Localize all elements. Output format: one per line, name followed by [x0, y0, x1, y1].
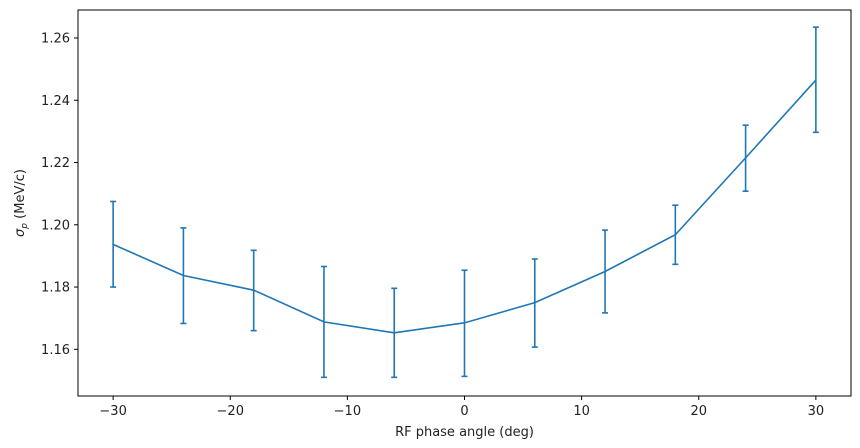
- x-tick-label: −30: [99, 404, 126, 419]
- x-axis: −30 −20 −10 0 10 20 30: [99, 396, 824, 419]
- plot-area: [77, 9, 852, 397]
- x-tick-label: −10: [334, 404, 361, 419]
- x-tick-label: 0: [460, 404, 468, 419]
- y-axis-label-unit: (MeV/c): [13, 169, 28, 223]
- y-tick-label: 1.16: [41, 343, 70, 358]
- y-tick-label: 1.26: [41, 32, 70, 47]
- y-axis-label: σp (MeV/c): [13, 169, 30, 237]
- x-axis-label: RF phase angle (deg): [395, 425, 534, 440]
- y-axis: 1.16 1.18 1.20 1.22 1.24 1.26: [41, 32, 78, 358]
- y-axis-label-symbol: σ: [13, 228, 28, 237]
- y-tick-label: 1.24: [41, 94, 70, 109]
- y-tick-label: 1.20: [41, 218, 70, 233]
- x-tick-label: 20: [690, 404, 707, 419]
- y-axis-label-subscript: p: [20, 223, 30, 230]
- x-tick-label: 10: [573, 404, 590, 419]
- x-tick-label: 30: [808, 404, 825, 419]
- y-tick-label: 1.18: [41, 281, 70, 296]
- error-bars: [110, 26, 819, 379]
- y-tick-label: 1.22: [41, 156, 70, 171]
- x-tick-label: −20: [217, 404, 244, 419]
- series-line: [112, 79, 817, 334]
